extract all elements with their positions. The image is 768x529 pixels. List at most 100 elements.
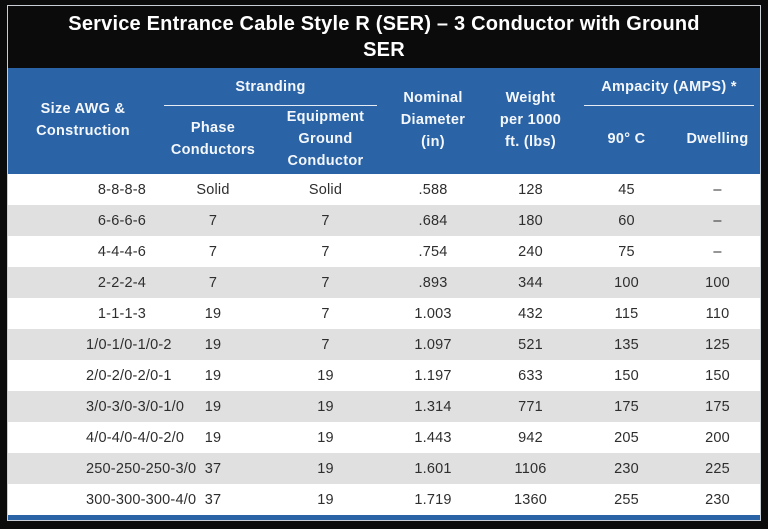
table-cell: 1.443 xyxy=(414,429,452,446)
table-cell: 115 xyxy=(614,305,639,322)
table-cell: 6-6-6-6 xyxy=(97,212,147,229)
table-cell: 7 xyxy=(208,274,218,291)
table-cell: 100 xyxy=(614,274,639,291)
table-body: 8-8-8-8 Solid Solid .588 128 45 – 6-6-6-… xyxy=(8,174,760,515)
table-cell: 1.719 xyxy=(414,491,452,508)
table-cell: 1.314 xyxy=(414,398,452,415)
table-cell: 942 xyxy=(518,429,543,446)
title-line-1: Service Entrance Cable Style R (SER) – 3… xyxy=(68,13,700,35)
table-cell: 19 xyxy=(204,305,222,322)
table-cell: 7 xyxy=(321,274,330,291)
table-cell: 521 xyxy=(518,336,543,353)
header-group-ampacity: Ampacity (AMPS) * xyxy=(584,74,754,106)
table-cell: 7 xyxy=(321,336,330,353)
table-cell: .893 xyxy=(418,274,448,291)
table-cell: – xyxy=(713,212,722,229)
table-cell: 7 xyxy=(208,212,218,229)
table-cell: 180 xyxy=(518,212,543,229)
table-cell: 2/0-2/0-2/0-1 xyxy=(86,367,172,384)
table-cell: 19 xyxy=(317,491,334,508)
table-row: 4/0-4/0-4/0-2/0 19 19 1.443 942 205 200 xyxy=(8,422,760,453)
table-cell: 7 xyxy=(321,305,330,322)
table-cell: 432 xyxy=(518,305,543,322)
table-cell: 60 xyxy=(618,212,635,229)
table-cell: 205 xyxy=(614,429,639,446)
table-row: 1/0-1/0-1/0-2 19 7 1.097 521 135 125 xyxy=(8,329,760,360)
table-row: 8-8-8-8 Solid Solid .588 128 45 – xyxy=(8,174,760,205)
table-cell: 7 xyxy=(208,243,218,260)
table-cell: 8-8-8-8 xyxy=(97,181,147,198)
table-cell: 255 xyxy=(614,491,639,508)
table-cell: 250-250-250-3/0 xyxy=(86,460,197,477)
table-cell: Solid xyxy=(196,181,230,198)
table-cell: 19 xyxy=(317,367,334,384)
table-cell: 128 xyxy=(518,181,543,198)
header-equipment-ground: Equipment Ground Conductor xyxy=(286,109,365,169)
table-row: 1-1-1-3 19 7 1.003 432 115 110 xyxy=(8,298,760,329)
table-cell: 19 xyxy=(317,429,334,446)
table-cell: 150 xyxy=(705,367,730,384)
table-cell: 1.601 xyxy=(414,460,452,477)
table-cell: 230 xyxy=(614,460,639,477)
table-cell: 230 xyxy=(705,491,730,508)
table-cell: Solid xyxy=(308,181,343,198)
table-title: Service Entrance Cable Style R (SER) – 3… xyxy=(8,6,760,68)
table-cell: 3/0-3/0-3/0-1/0 xyxy=(86,398,185,415)
table-cell: 19 xyxy=(204,367,222,384)
table-cell: 100 xyxy=(705,274,730,291)
table-cell: 110 xyxy=(705,305,730,322)
table-row: 300-300-300-4/0 37 19 1.719 1360 255 230 xyxy=(8,484,760,515)
table-row: 2-2-2-4 7 7 .893 344 100 100 xyxy=(8,267,760,298)
table-cell: 633 xyxy=(518,367,543,384)
header-size-awg: Size AWG & Construction xyxy=(36,101,130,139)
table-cell: 45 xyxy=(618,181,635,198)
table-row: 4-4-4-6 7 7 .754 240 75 – xyxy=(8,236,760,267)
table-cell: .588 xyxy=(418,181,448,198)
table-cell: – xyxy=(713,181,722,198)
header-weight: Weight per 1000 ft. (lbs) xyxy=(499,90,562,150)
table-cell: 1.097 xyxy=(414,336,452,353)
table-cell: 37 xyxy=(204,460,222,477)
table-cell: 175 xyxy=(614,398,639,415)
table-cell: .684 xyxy=(418,212,448,229)
table-cell: 1106 xyxy=(514,460,547,477)
table-cell: .754 xyxy=(418,243,448,260)
table-cell: 7 xyxy=(321,212,330,229)
header-nominal-diameter: Nominal Diameter (in) xyxy=(400,90,466,150)
table-cell: 1-1-1-3 xyxy=(97,305,147,322)
header-dwelling: Dwelling xyxy=(686,131,749,148)
table-cell: 771 xyxy=(518,398,543,415)
table-cell: 19 xyxy=(204,398,222,415)
table-cell: 75 xyxy=(618,243,635,260)
table-cell: 150 xyxy=(614,367,639,384)
table-cell: 2-2-2-4 xyxy=(97,274,147,291)
table-cell: 19 xyxy=(317,398,334,415)
table-cell: 1/0-1/0-1/0-2 xyxy=(86,336,172,353)
header-phase-conductors: Phase Conductors xyxy=(170,120,256,158)
table-cell: 135 xyxy=(614,336,639,353)
table-cell: 200 xyxy=(705,429,730,446)
table-cell: 225 xyxy=(705,460,730,477)
table-cell: 1360 xyxy=(513,491,548,508)
table-cell: 19 xyxy=(317,460,334,477)
table-cell: 7 xyxy=(321,243,330,260)
header-group-stranding: Stranding xyxy=(164,74,377,106)
table-cell: 1.003 xyxy=(414,305,452,322)
table-row: 250-250-250-3/0 37 19 1.601 1106 230 225 xyxy=(8,453,760,484)
table-header: Size AWG & Construction Stranding Phase … xyxy=(8,68,760,174)
table-cell: 19 xyxy=(204,429,222,446)
table-cell: 19 xyxy=(204,336,222,353)
table-cell: 344 xyxy=(518,274,543,291)
table-cell: 300-300-300-4/0 xyxy=(86,491,197,508)
table-row: 6-6-6-6 7 7 .684 180 60 – xyxy=(8,205,760,236)
table-cell: 125 xyxy=(705,336,730,353)
table-cell: – xyxy=(713,243,722,260)
table-row: 2/0-2/0-2/0-1 19 19 1.197 633 150 150 xyxy=(8,360,760,391)
table-cell: 175 xyxy=(705,398,730,415)
spec-table-panel: Service Entrance Cable Style R (SER) – 3… xyxy=(7,5,761,521)
header-90c: 90° C xyxy=(607,131,646,148)
table-cell: 4-4-4-6 xyxy=(97,243,147,260)
table-cell: 4/0-4/0-4/0-2/0 xyxy=(86,429,185,446)
title-line-2: SER xyxy=(363,39,405,61)
